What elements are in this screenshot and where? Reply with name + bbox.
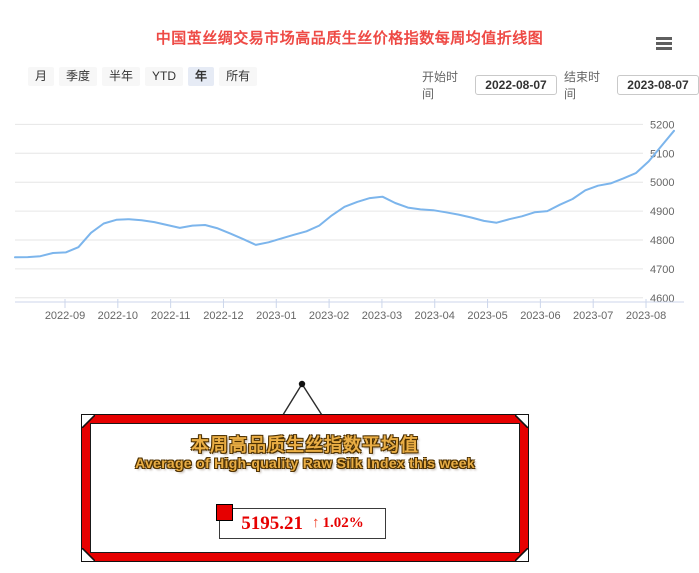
range-button-year[interactable]: 年 — [188, 67, 215, 86]
red-frame-border — [82, 415, 528, 561]
y-axis-label: 4700 — [650, 264, 674, 276]
y-axis-label: 5000 — [650, 177, 674, 189]
range-button-quarter[interactable]: 季度 — [59, 67, 98, 86]
start-date-input[interactable]: 2022-08-07 — [475, 75, 557, 95]
weekly-average-info-box: 本周高品质生丝指数平均值 Average of High-quality Raw… — [81, 414, 529, 562]
y-axis-label: 4900 — [650, 206, 674, 218]
info-box-title-zh: 本周高品质生丝指数平均值 — [191, 435, 419, 455]
range-button-month[interactable]: 月 — [28, 67, 55, 86]
x-axis-label: 2023-03 — [362, 310, 402, 322]
red-square-marker — [216, 504, 233, 521]
up-arrow-icon: ↑ — [312, 515, 320, 531]
page-title: 中国茧丝绸交易市场高品质生丝价格指数每周均值折线图 — [155, 30, 544, 47]
range-button-ytd[interactable]: YTD — [145, 67, 184, 86]
weekly-average-value-box: 5195.21 ↑ 1.02% — [219, 508, 386, 539]
start-date-label: 开始时间 — [422, 70, 459, 101]
x-axis-label: 2023-07 — [573, 310, 613, 322]
x-axis-label: 2023-08 — [626, 310, 666, 322]
range-selector: 月 季度 半年 YTD 年 所有 — [28, 67, 258, 86]
end-date-input[interactable]: 2023-08-07 — [617, 75, 699, 95]
x-axis-label: 2022-10 — [98, 310, 138, 322]
change-percent: 1.02% — [322, 515, 364, 531]
x-axis-label: 2023-02 — [309, 310, 349, 322]
corner-fold-icon — [82, 415, 95, 428]
y-axis-label: 4600 — [650, 293, 674, 305]
range-button-all[interactable]: 所有 — [219, 67, 258, 86]
corner-fold-icon — [515, 415, 528, 428]
y-axis-label: 4800 — [650, 235, 674, 247]
corner-fold-icon — [515, 548, 528, 561]
x-axis-label: 2022-12 — [203, 310, 243, 322]
x-axis-label: 2022-09 — [45, 310, 85, 322]
chart-menu-button[interactable] — [656, 37, 672, 52]
pin-dot — [298, 380, 306, 388]
x-axis-label: 2023-01 — [256, 310, 296, 322]
date-range-controls: 开始时间 2022-08-07 结束时间 2023-08-07 — [422, 68, 699, 102]
inner-frame-line — [90, 423, 520, 553]
x-axis-label: 2023-06 — [520, 310, 560, 322]
hamburger-icon — [656, 37, 672, 40]
index-change: ↑ 1.02% — [312, 515, 364, 532]
info-box-title-en: Average of High-quality Raw Silk Index t… — [135, 455, 475, 471]
x-axis-label: 2022-11 — [151, 310, 191, 322]
corner-fold-icon — [82, 548, 95, 561]
x-axis-label: 2023-05 — [467, 310, 507, 322]
y-axis-label: 5200 — [650, 119, 674, 131]
x-axis-label: 2023-04 — [415, 310, 455, 322]
range-button-halfyear[interactable]: 半年 — [102, 67, 141, 86]
index-series-line — [14, 129, 675, 259]
end-date-label: 结束时间 — [564, 70, 601, 101]
index-value: 5195.21 — [241, 512, 303, 534]
